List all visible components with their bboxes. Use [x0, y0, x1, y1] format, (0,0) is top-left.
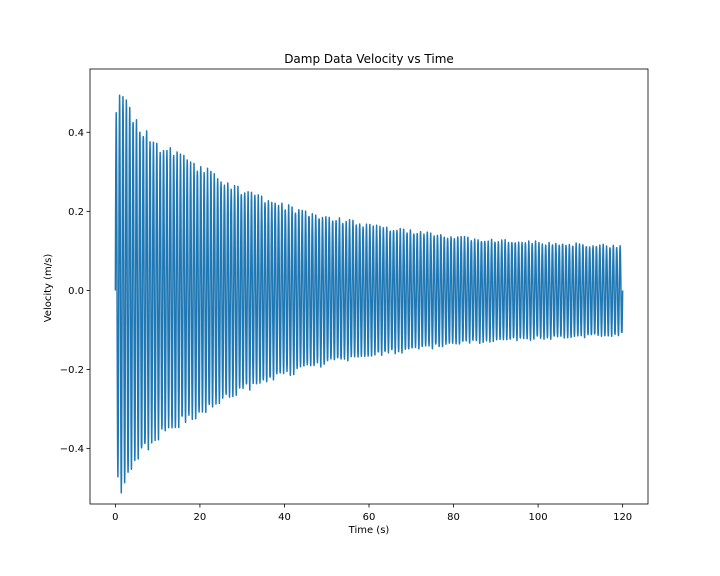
plot-area — [114, 94, 624, 494]
x-axis-label: Time (s) — [348, 525, 390, 536]
x-tick-label: 100 — [529, 512, 548, 523]
chart-title: Damp Data Velocity vs Time — [284, 52, 454, 66]
x-tick-label: 60 — [363, 512, 376, 523]
y-tick-label: 0.2 — [68, 207, 84, 218]
x-tick-label: 20 — [194, 512, 207, 523]
y-tick-label: 0.0 — [68, 286, 84, 297]
x-tick-label: 40 — [278, 512, 291, 523]
y-tick-label: −0.4 — [60, 444, 84, 455]
x-tick-label: 0 — [112, 512, 118, 523]
y-tick-label: 0.4 — [68, 128, 84, 139]
y-ticks: −0.4 −0.2 0.0 0.2 0.4 — [60, 128, 90, 455]
x-ticks: 0 20 40 60 80 100 120 — [112, 504, 632, 523]
x-tick-label: 120 — [613, 512, 632, 523]
y-axis-label: Velocity (m/s) — [43, 254, 54, 323]
series-line-velocity — [114, 94, 624, 494]
y-tick-label: −0.2 — [60, 365, 84, 376]
x-tick-label: 80 — [447, 512, 460, 523]
